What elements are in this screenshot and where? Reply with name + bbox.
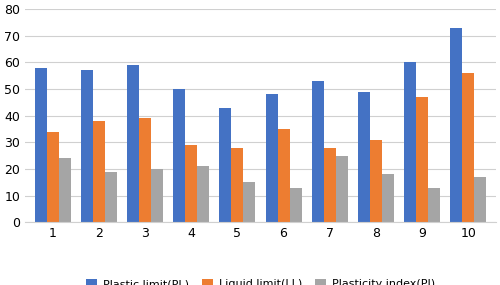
Bar bbox=[127, 65, 139, 222]
Bar bbox=[416, 97, 428, 222]
Bar bbox=[93, 121, 105, 222]
Bar bbox=[462, 73, 474, 222]
Bar bbox=[450, 28, 462, 222]
Bar bbox=[185, 145, 197, 222]
Bar bbox=[46, 132, 58, 222]
Bar bbox=[370, 140, 382, 222]
Bar bbox=[404, 62, 416, 222]
Bar bbox=[58, 158, 70, 222]
Bar bbox=[105, 172, 117, 222]
Legend: Plastic limit(PL), Liquid limit(LL), Plasticity index(PI): Plastic limit(PL), Liquid limit(LL), Pla… bbox=[82, 275, 440, 285]
Bar bbox=[358, 92, 370, 222]
Bar bbox=[244, 182, 256, 222]
Bar bbox=[173, 89, 185, 222]
Bar bbox=[312, 81, 324, 222]
Bar bbox=[81, 70, 93, 222]
Bar bbox=[428, 188, 440, 222]
Bar bbox=[290, 188, 302, 222]
Bar bbox=[474, 177, 486, 222]
Bar bbox=[266, 94, 278, 222]
Bar bbox=[232, 148, 243, 222]
Bar bbox=[336, 156, 347, 222]
Bar bbox=[382, 174, 394, 222]
Bar bbox=[197, 166, 209, 222]
Bar bbox=[278, 129, 289, 222]
Bar bbox=[151, 169, 163, 222]
Bar bbox=[220, 108, 232, 222]
Bar bbox=[34, 68, 46, 222]
Bar bbox=[139, 118, 151, 222]
Bar bbox=[324, 148, 336, 222]
